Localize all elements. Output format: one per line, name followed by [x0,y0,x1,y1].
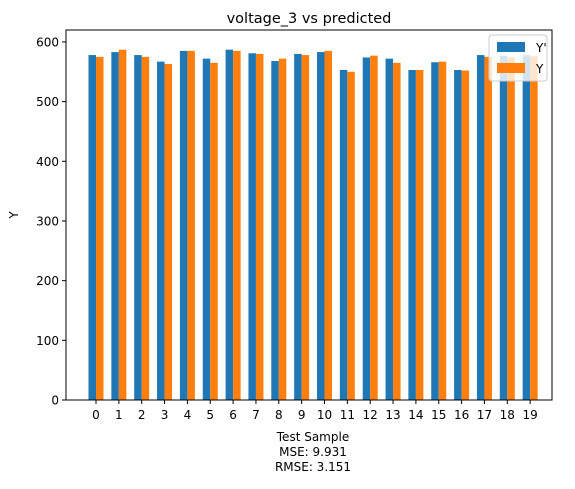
bar-y-prime-18 [500,56,508,400]
x-tick-label: 14 [408,408,423,422]
y-tick-label: 400 [36,155,59,169]
rmse-label: RMSE: 3.151 [275,460,351,474]
x-tick-label: 18 [500,408,515,422]
bar-y-prime-6 [226,50,234,400]
legend-label-y: Y [535,62,544,76]
x-tick-label: 19 [523,408,538,422]
legend-swatch-y-prime [497,42,525,52]
bar-y-0 [96,57,104,400]
bar-y-prime-7 [248,53,256,400]
bar-y-prime-9 [294,54,302,400]
x-tick-label: 13 [385,408,400,422]
bar-y-11 [347,72,355,400]
y-tick-label: 100 [36,334,59,348]
bar-y-prime-19 [523,55,531,400]
bar-y-prime-0 [89,55,97,400]
y-tick-label: 200 [36,274,59,288]
bar-y-18 [507,57,515,400]
bar-y-prime-3 [157,62,165,400]
legend: Y' Y [489,35,547,81]
bar-y-prime-13 [386,59,394,400]
bar-y-10 [325,51,333,400]
bar-y-16 [462,71,470,400]
bar-y-prime-8 [271,61,279,400]
x-tick-label: 12 [363,408,378,422]
x-tick-label: 7 [252,408,260,422]
bar-y-prime-17 [477,55,485,400]
bar-y-3 [165,64,173,400]
bar-y-9 [302,55,310,400]
x-tick-label: 2 [138,408,146,422]
x-tick-label: 3 [161,408,169,422]
bar-y-19 [530,56,538,400]
x-tick-label: 8 [275,408,283,422]
x-axis: 0 1 2 3 4 5 6 7 8 9 10 11 12 13 14 15 16 17 18 19 [92,400,538,422]
bar-y-2 [142,57,150,400]
x-tick-label: 9 [298,408,306,422]
x-tick-label: 10 [317,408,332,422]
bar-y-prime-16 [454,70,462,400]
x-axis-label: Test Sample [276,430,349,444]
legend-label-y-prime: Y' [535,41,547,55]
bar-y-5 [210,63,218,400]
bar-y-1 [119,50,127,400]
mse-label: MSE: 9.931 [279,445,347,459]
bar-y-6 [233,51,241,400]
x-tick-label: 16 [454,408,469,422]
bar-y-prime-5 [203,59,211,400]
bars-group [89,50,538,400]
legend-swatch-y [497,63,525,73]
y-axis-label: Y [7,211,21,220]
bar-y-prime-10 [317,52,325,400]
x-tick-label: 17 [477,408,492,422]
y-axis: 0 100 200 300 400 500 600 [36,35,66,407]
x-tick-label: 4 [184,408,192,422]
bar-y-15 [439,62,447,400]
bar-y-prime-11 [340,70,348,400]
y-tick-label: 300 [36,214,59,228]
y-tick-label: 500 [36,95,59,109]
x-tick-label: 6 [229,408,237,422]
bar-y-17 [484,57,492,400]
chart-title: voltage_3 vs predicted [227,11,392,27]
x-tick-label: 0 [92,408,100,422]
bar-y-prime-4 [180,51,188,400]
bar-y-13 [393,63,401,400]
x-tick-label: 1 [115,408,123,422]
bar-y-7 [256,54,264,400]
bar-y-12 [370,56,378,400]
y-tick-label: 600 [36,35,59,49]
x-tick-label: 15 [431,408,446,422]
bar-y-prime-12 [363,57,371,400]
x-tick-label: 11 [340,408,355,422]
x-tick-label: 5 [206,408,214,422]
bar-y-4 [187,51,195,400]
bar-y-14 [416,70,424,400]
bar-y-8 [279,59,287,400]
bar-y-prime-2 [134,55,142,400]
bar-y-prime-15 [431,62,439,400]
y-tick-label: 0 [51,394,59,408]
bar-y-prime-1 [111,52,119,400]
bar-y-prime-14 [408,70,416,400]
